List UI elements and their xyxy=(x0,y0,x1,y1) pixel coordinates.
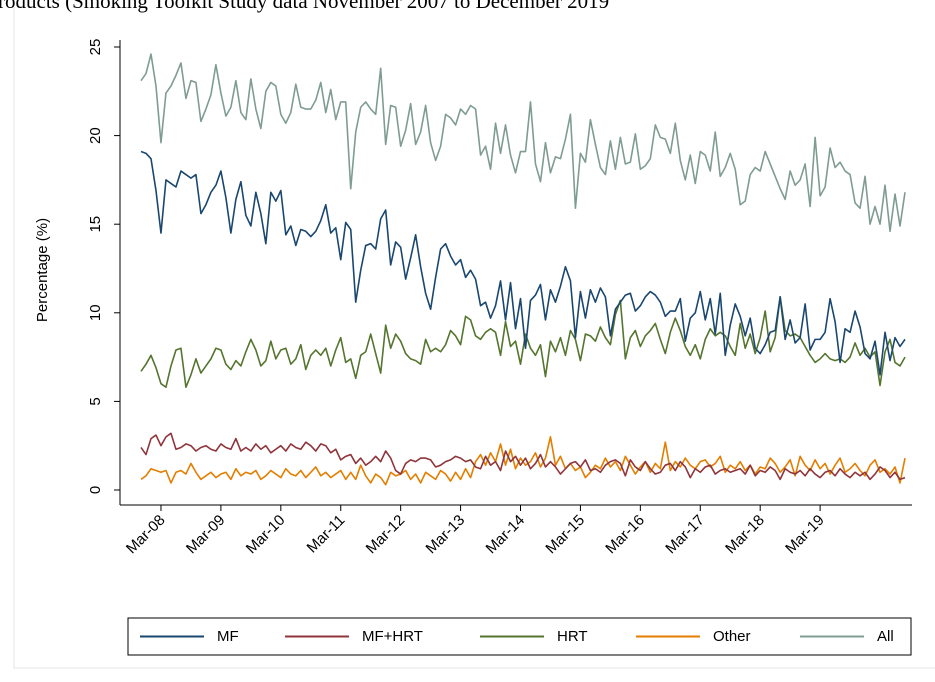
y-axis-label: Percentage (%) xyxy=(34,218,51,322)
legend-label: HRT xyxy=(557,628,588,645)
series-line xyxy=(140,53,906,233)
y-tick-label: 10 xyxy=(87,304,104,321)
y-tick-label: 20 xyxy=(87,127,104,144)
y-tick-label: 15 xyxy=(87,216,104,233)
legend-label: Other xyxy=(713,628,751,645)
y-tick-label: 0 xyxy=(87,486,104,494)
y-tick-label: 25 xyxy=(87,39,104,56)
legend-label: MF+HRT xyxy=(362,628,423,645)
legend-label: All xyxy=(877,628,894,645)
y-tick-label: 5 xyxy=(87,397,104,405)
chart-title: roducts (Smoking Toolkit Study data Nove… xyxy=(0,0,609,13)
series-line xyxy=(140,150,906,376)
legend-label: MF xyxy=(217,628,239,645)
series-line xyxy=(140,432,906,481)
